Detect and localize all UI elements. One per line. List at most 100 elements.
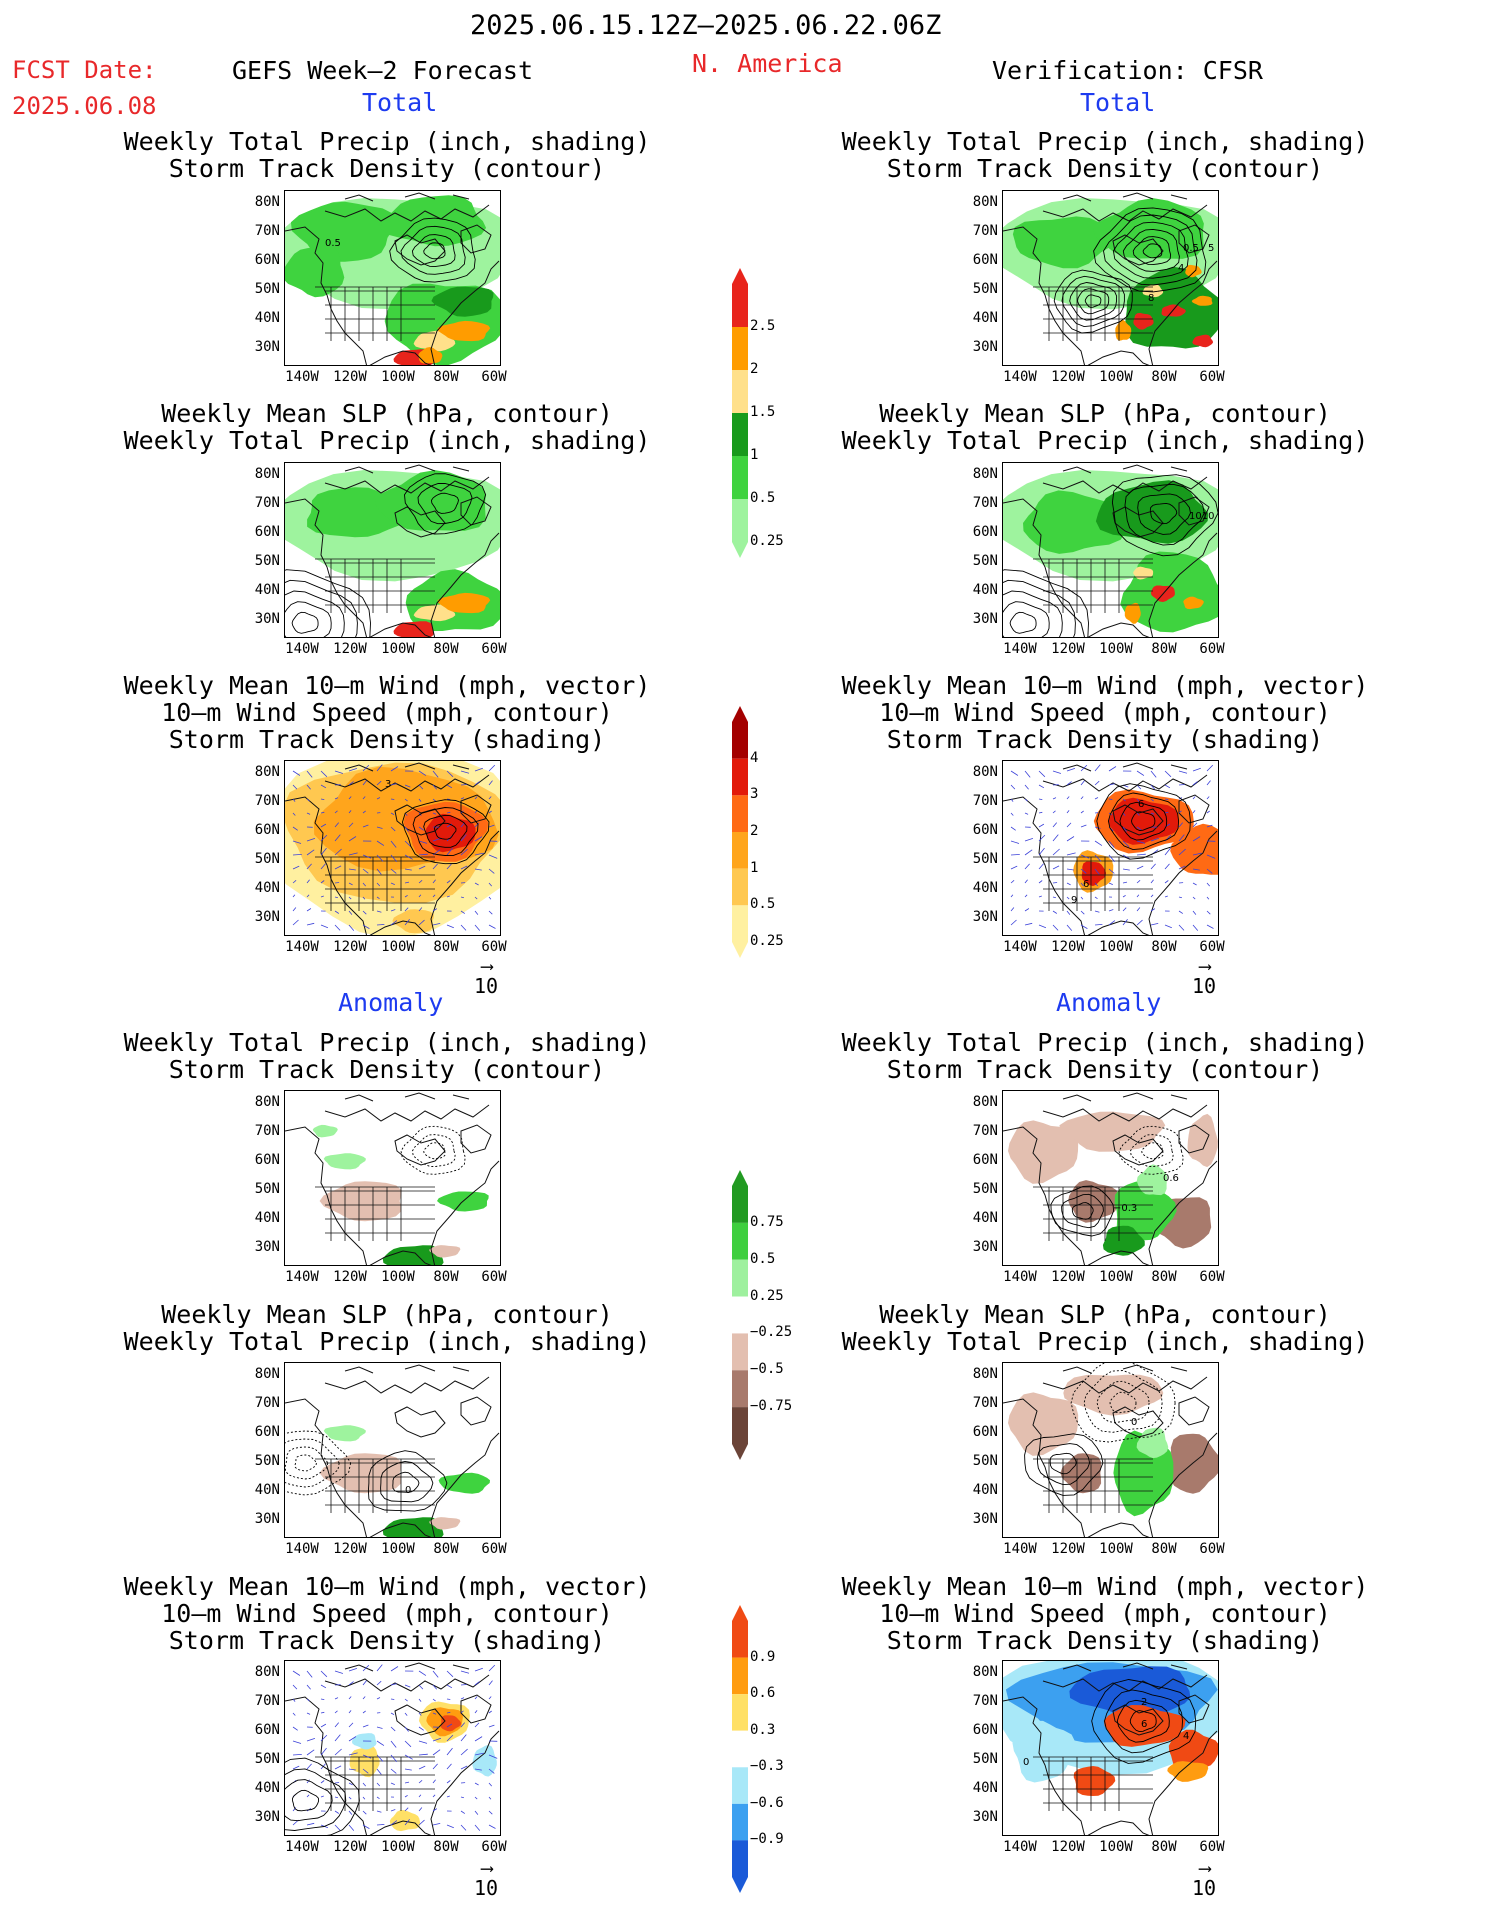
wind-vector bbox=[446, 784, 453, 789]
wind-vector bbox=[432, 1712, 437, 1715]
coast-segment bbox=[1087, 350, 1150, 365]
wind-vector bbox=[488, 1710, 492, 1714]
contour-label: 6 bbox=[1141, 1719, 1147, 1730]
wind-vector bbox=[1108, 766, 1117, 772]
wind-vector bbox=[348, 1722, 354, 1728]
coast-segment bbox=[430, 1730, 500, 1835]
coast-segment bbox=[1112, 234, 1164, 266]
lat-tick-label: 40N bbox=[254, 1482, 280, 1498]
wind-vector bbox=[390, 1782, 395, 1785]
wind-vector bbox=[1066, 882, 1071, 886]
precip-shade bbox=[285, 245, 345, 298]
wind-vector bbox=[362, 1782, 367, 1787]
speed-contour bbox=[401, 799, 490, 865]
title-ver-precip-total: Weekly Total Precip (inch, shading) Stor… bbox=[841, 127, 1369, 183]
lon-tick-label: 60W bbox=[1199, 369, 1225, 385]
coast-segment bbox=[285, 796, 368, 935]
speed-contour bbox=[423, 814, 468, 848]
wind-vector bbox=[1136, 784, 1142, 790]
wind-vector bbox=[306, 1822, 315, 1826]
colorbar-label: 3 bbox=[750, 786, 759, 803]
lat-tick-label: 50N bbox=[972, 553, 998, 569]
slp-anom-contour bbox=[367, 1450, 448, 1512]
title-ver-wind-anom: Weekly Mean 10—m Wind (mph, vector) 10—m… bbox=[841, 1572, 1369, 1655]
lat-tick-label: 30N bbox=[254, 1809, 280, 1825]
wind-vector bbox=[460, 1796, 465, 1799]
wind-vector bbox=[488, 896, 492, 900]
precip-anom-dry bbox=[1169, 1433, 1218, 1494]
colorbar-label: 4 bbox=[750, 749, 759, 766]
wind-vector bbox=[488, 824, 495, 828]
wind-vector bbox=[474, 1768, 482, 1771]
colorbar-swatch bbox=[732, 268, 748, 327]
wind-vector bbox=[418, 1698, 422, 1702]
wind-vector bbox=[320, 895, 324, 898]
wind-vector bbox=[334, 1722, 340, 1728]
lon-tick-label: 80W bbox=[433, 369, 459, 385]
colorbar-swatch bbox=[732, 1730, 748, 1768]
lat-tick-label: 60N bbox=[254, 1722, 280, 1738]
track-anom-shade bbox=[472, 1744, 497, 1777]
wind-vector bbox=[446, 1795, 450, 1798]
lon-tick-label: 140W bbox=[1003, 1269, 1037, 1285]
colorbar-swatch bbox=[732, 1170, 748, 1223]
contour-label: 0 bbox=[1131, 1417, 1137, 1428]
coast-segment bbox=[430, 1160, 500, 1265]
wind-vector bbox=[306, 1712, 311, 1715]
wind-vector bbox=[292, 826, 298, 831]
lat-tick-label: 40N bbox=[254, 1210, 280, 1226]
coastline bbox=[1003, 464, 1218, 637]
wind-vector bbox=[1038, 847, 1045, 856]
wind-vector bbox=[488, 910, 493, 915]
coast-segment bbox=[430, 830, 500, 935]
contour-label: 4 bbox=[1183, 1731, 1189, 1742]
wind-vector bbox=[488, 1680, 493, 1686]
coast-segment bbox=[394, 506, 446, 538]
wind-vector bbox=[1122, 868, 1130, 871]
wind-vector bbox=[418, 894, 422, 898]
wind-vector bbox=[1122, 881, 1128, 884]
coast-segment bbox=[1062, 1364, 1188, 1374]
wind-vector bbox=[348, 1668, 358, 1672]
slp-contour bbox=[1111, 474, 1218, 557]
coast-segment bbox=[369, 1522, 432, 1537]
slp-anom-contour bbox=[1070, 1363, 1176, 1443]
lat-tick-label: 60N bbox=[254, 252, 280, 268]
wind-vector bbox=[1136, 812, 1140, 816]
wind-vector bbox=[446, 770, 454, 778]
wind-vector bbox=[1066, 896, 1070, 900]
lat-tick-label: 60N bbox=[254, 1424, 280, 1440]
wind-vector bbox=[1164, 784, 1171, 789]
wind-vector bbox=[474, 1696, 478, 1700]
wind-vector bbox=[1178, 822, 1184, 828]
wind-vector bbox=[404, 1698, 408, 1702]
wind-vector bbox=[418, 798, 422, 802]
wind-vector bbox=[418, 1779, 423, 1784]
lat-tick-label: 80N bbox=[972, 466, 998, 482]
lat-tick-label: 30N bbox=[254, 339, 280, 355]
wind-vector bbox=[404, 907, 409, 912]
lon-tick-label: 120W bbox=[1051, 939, 1085, 955]
vector-reference-ver-anom: ⟶ 10 bbox=[1191, 1858, 1217, 1901]
coast-segment bbox=[285, 226, 368, 365]
lon-tick-label: 100W bbox=[1099, 1269, 1133, 1285]
wind-vector bbox=[320, 847, 327, 856]
lon-tick-label: 100W bbox=[1099, 641, 1133, 657]
coast-segment bbox=[1112, 506, 1164, 538]
lon-tick-label: 80W bbox=[1151, 641, 1177, 657]
precip-anom-shade bbox=[382, 1245, 444, 1265]
map-fc-precip-anom bbox=[284, 1090, 501, 1266]
wind-vector bbox=[334, 1710, 338, 1714]
speed-anom-contour bbox=[1091, 1679, 1197, 1764]
colorbar-label: −0.9 bbox=[750, 1831, 784, 1848]
wind-vector bbox=[348, 1696, 352, 1700]
wind-vector bbox=[460, 924, 467, 931]
coast-segment bbox=[460, 224, 492, 254]
map-fc-slp-anom: 0 bbox=[284, 1362, 501, 1538]
wind-vector bbox=[292, 1740, 302, 1744]
colorbar-label: −0.75 bbox=[750, 1398, 793, 1415]
lat-tick-label: 50N bbox=[254, 1751, 280, 1767]
coast-segment bbox=[285, 1126, 368, 1265]
lon-tick-label: 60W bbox=[1199, 939, 1225, 955]
